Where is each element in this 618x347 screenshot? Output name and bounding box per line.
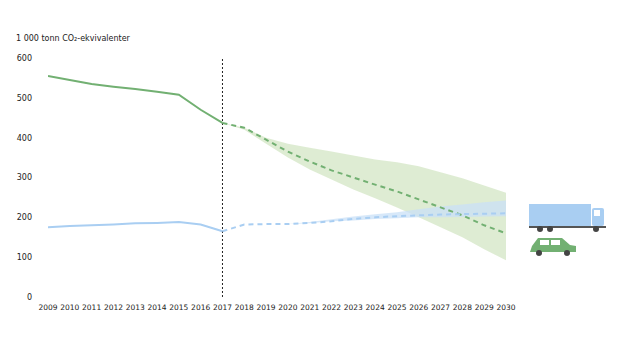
svg-text:2015: 2015 <box>169 303 188 312</box>
svg-text:2017: 2017 <box>213 303 232 312</box>
svg-text:2019: 2019 <box>257 303 276 312</box>
svg-text:400: 400 <box>17 134 32 143</box>
svg-text:2023: 2023 <box>344 303 363 312</box>
svg-text:2026: 2026 <box>409 303 428 312</box>
svg-text:2027: 2027 <box>431 303 450 312</box>
svg-text:2029: 2029 <box>475 303 494 312</box>
svg-text:2030: 2030 <box>496 303 515 312</box>
svg-text:2010: 2010 <box>60 303 79 312</box>
svg-text:2018: 2018 <box>235 303 254 312</box>
svg-text:500: 500 <box>17 94 32 103</box>
svg-text:2013: 2013 <box>126 303 145 312</box>
html-text:1 000 tonn CO₂-ekvivalenter: 1 000 tonn CO₂-ekvivalenter <box>16 34 130 43</box>
svg-text:2028: 2028 <box>453 303 472 312</box>
svg-text:2022: 2022 <box>322 303 341 312</box>
svg-text:600: 600 <box>17 54 32 63</box>
svg-text:2024: 2024 <box>366 303 385 312</box>
svg-text:2012: 2012 <box>104 303 123 312</box>
svg-text:200: 200 <box>17 213 32 222</box>
svg-text:2021: 2021 <box>300 303 319 312</box>
svg-text:0: 0 <box>27 293 32 302</box>
svg-text:2025: 2025 <box>387 303 406 312</box>
svg-text:300: 300 <box>17 173 32 182</box>
svg-text:2011: 2011 <box>82 303 101 312</box>
svg-text:2020: 2020 <box>278 303 297 312</box>
svg-text:2014: 2014 <box>148 303 167 312</box>
svg-text:2016: 2016 <box>191 303 210 312</box>
svg-text:100: 100 <box>17 253 32 262</box>
svg-text:2009: 2009 <box>38 303 57 312</box>
